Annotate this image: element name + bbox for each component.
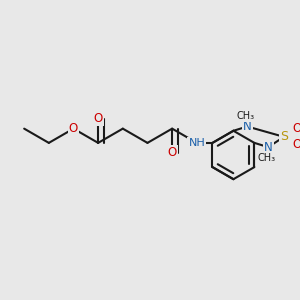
Text: N: N — [243, 120, 252, 133]
Text: O: O — [292, 122, 300, 135]
Text: O: O — [94, 112, 103, 125]
Text: CH₃: CH₃ — [237, 111, 255, 121]
Text: N: N — [264, 141, 273, 154]
Text: O: O — [292, 138, 300, 151]
Text: O: O — [167, 146, 177, 159]
Text: NH: NH — [188, 138, 205, 148]
Text: O: O — [69, 122, 78, 135]
Text: CH₃: CH₃ — [258, 153, 276, 163]
Text: S: S — [280, 130, 288, 143]
